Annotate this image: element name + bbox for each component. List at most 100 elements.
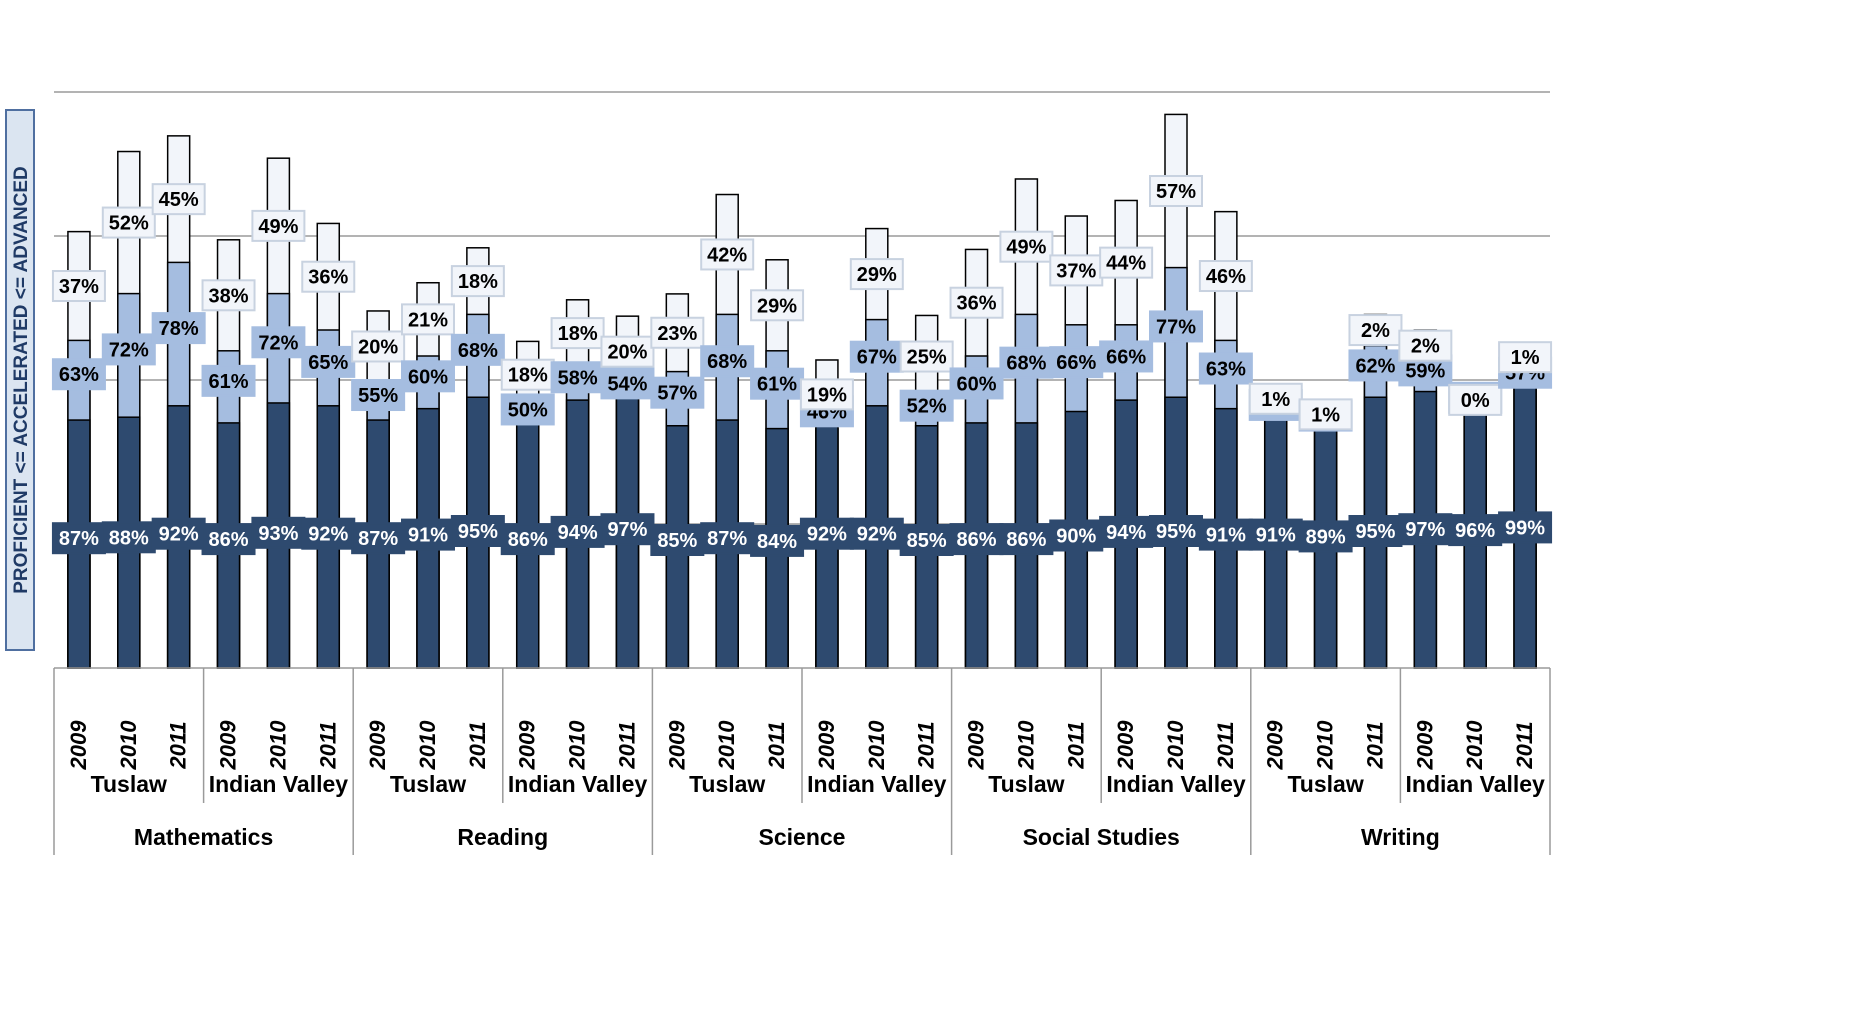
data-label: 85% <box>899 524 954 556</box>
data-label-box <box>201 279 256 312</box>
data-label: 54% <box>600 367 655 400</box>
data-label-box <box>1498 341 1553 374</box>
tick-label-district: Tuslaw <box>91 771 167 797</box>
data-label-text: 99% <box>1505 517 1545 539</box>
tick-label-subject: Mathematics <box>134 824 273 850</box>
data-label-text: 92% <box>807 524 847 546</box>
data-label-text: 1% <box>1311 404 1340 426</box>
data-label-box <box>1248 518 1303 551</box>
data-label-box <box>1398 329 1453 362</box>
data-label-box <box>401 303 455 336</box>
data-label-text: 86% <box>209 529 249 551</box>
data-label: 52% <box>899 389 954 422</box>
data-label-text: 95% <box>458 521 498 543</box>
data-label: 61% <box>750 367 805 400</box>
data-label: 49% <box>999 230 1054 263</box>
data-label: 42% <box>700 238 755 271</box>
data-label-box <box>1049 346 1104 379</box>
data-label: 72% <box>101 333 156 366</box>
data-labels: 87% 63% 37% 88% 72% 52% 92% 78% 45% 86% 61% 38% 93% 7… <box>51 175 1553 557</box>
tick-label-year: 2010 <box>1013 720 1038 771</box>
tick-label-year: 2009 <box>365 720 390 771</box>
tick-label-district: Tuslaw <box>689 771 765 797</box>
data-label: 19% <box>799 378 854 411</box>
data-label: 92% <box>151 517 206 550</box>
tick-label-year: 2009 <box>66 720 91 771</box>
data-label-text: 59% <box>1405 360 1445 382</box>
tick-label-year: 2010 <box>265 720 290 771</box>
data-label-box <box>151 312 206 345</box>
data-label: 63% <box>1198 352 1253 385</box>
data-label-text: 29% <box>757 295 797 317</box>
data-label-text: 18% <box>458 271 498 293</box>
data-label: 62% <box>1348 349 1403 382</box>
data-label-text: 86% <box>508 529 548 551</box>
data-label-box <box>1099 246 1154 279</box>
data-label: 97% <box>600 513 655 546</box>
data-label: 46% <box>1198 260 1253 293</box>
tick-label-year: 2009 <box>664 720 689 771</box>
data-label-box <box>251 326 306 359</box>
data-label-text: 93% <box>258 523 298 545</box>
data-label-box <box>351 522 406 555</box>
y-axis-title-box <box>5 109 35 651</box>
data-label: 91% <box>1248 518 1303 551</box>
y-axis-title: PROFICIENT <= ACCELERATED <= ADVANCED <box>5 109 35 651</box>
data-label: 85% <box>650 524 705 556</box>
data-label-text: 94% <box>1106 522 1146 544</box>
data-label-text: 92% <box>159 524 199 546</box>
data-label-text: 77% <box>1156 316 1196 338</box>
data-label-box <box>1448 383 1503 416</box>
tick-label-year: 2011 <box>914 721 939 769</box>
data-label: 66% <box>1049 346 1104 379</box>
data-label-text: 68% <box>1006 353 1046 375</box>
data-label-box <box>999 523 1054 556</box>
y-axis-title-text: PROFICIENT <= ACCELERATED <= ADVANCED <box>11 166 32 594</box>
data-label-box <box>351 330 406 363</box>
data-label-box <box>1298 398 1353 431</box>
data-label-text: 18% <box>558 323 598 345</box>
data-label: 91% <box>401 518 455 551</box>
data-label-box <box>1198 352 1253 385</box>
data-label: 18% <box>450 265 505 298</box>
data-label-text: 66% <box>1106 346 1146 368</box>
data-label-box <box>1348 349 1403 382</box>
data-label-box <box>351 379 406 412</box>
data-label-text: 19% <box>807 384 847 406</box>
data-label-text: 20% <box>607 342 647 364</box>
tick-label-year: 2009 <box>1412 720 1437 771</box>
category-axis: 2009 2010 2011 2009 2010 2011 2009 2010 2011 2009… <box>53 667 1551 855</box>
data-label: 86% <box>201 523 256 556</box>
data-label-text: 97% <box>607 519 647 541</box>
data-label: 23% <box>650 316 705 349</box>
tick-label-district: Indian Valley <box>1106 771 1246 797</box>
data-label-text: 57% <box>657 383 697 405</box>
data-label-text: 84% <box>757 531 797 553</box>
tick-label-year: 2009 <box>1113 720 1138 771</box>
data-label-box <box>1198 518 1253 551</box>
data-label: 68% <box>450 333 505 366</box>
data-label-box <box>251 209 306 242</box>
data-label: 36% <box>301 260 356 293</box>
data-label-text: 60% <box>957 373 997 395</box>
data-label-box <box>1149 175 1203 208</box>
data-label-box <box>750 524 805 557</box>
data-label: 92% <box>849 517 904 550</box>
data-label-box <box>949 286 1004 319</box>
data-label: 94% <box>550 515 605 548</box>
data-label: 50% <box>500 393 555 426</box>
data-label-box <box>750 367 805 400</box>
data-label: 68% <box>999 346 1054 379</box>
data-label-text: 2% <box>1361 320 1390 342</box>
data-label-box <box>1448 514 1503 547</box>
data-label-text: 61% <box>757 374 797 396</box>
tick-label-year: 2010 <box>415 720 440 771</box>
tick-label-year: 2011 <box>614 721 639 769</box>
data-label: 95% <box>1149 515 1203 547</box>
data-label: 52% <box>101 206 156 239</box>
data-label-text: 63% <box>59 364 99 386</box>
tick-label-year: 2011 <box>1362 721 1387 769</box>
data-label: 94% <box>1099 515 1154 548</box>
data-label-text: 60% <box>408 366 448 388</box>
tick-label-year: 2009 <box>515 720 540 771</box>
